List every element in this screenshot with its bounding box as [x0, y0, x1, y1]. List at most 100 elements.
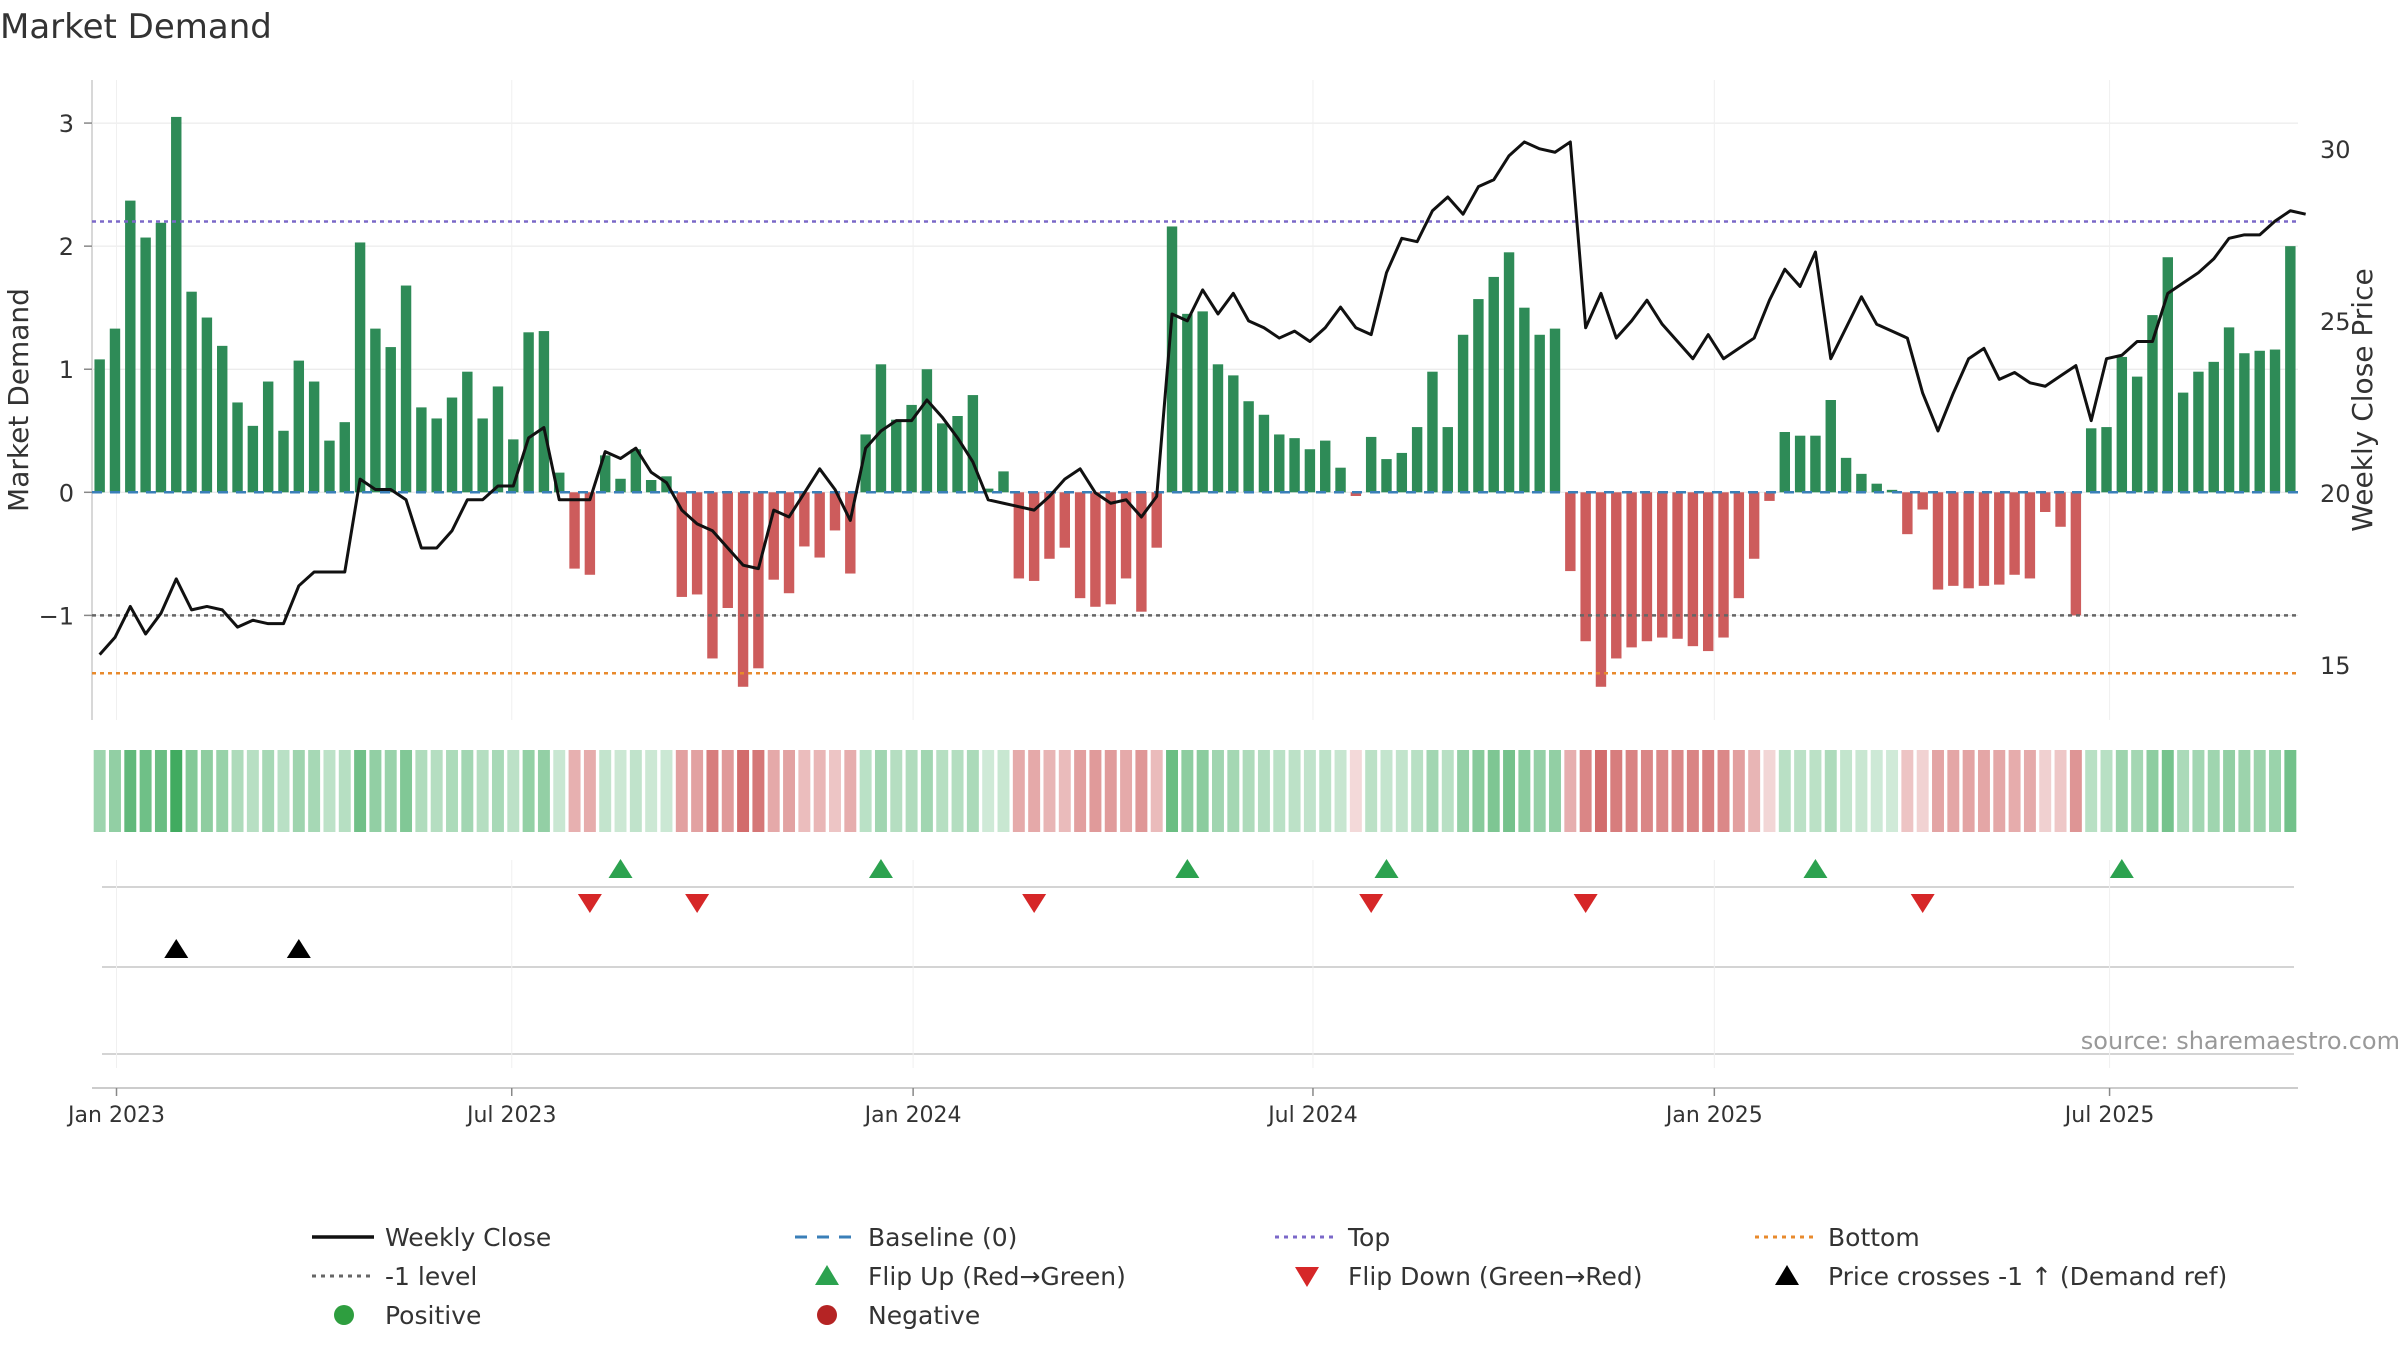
demand-bar — [1718, 492, 1729, 638]
right-tick-label: 15 — [2320, 652, 2351, 680]
legend-item: Baseline (0) — [795, 1223, 1017, 1252]
heat-cell — [1426, 750, 1439, 832]
heat-cell — [1748, 750, 1761, 832]
demand-bar — [630, 449, 642, 493]
heat-cell — [1702, 750, 1715, 832]
demand-bar — [569, 492, 580, 569]
demand-bar — [1549, 328, 1561, 493]
demand-bar — [1856, 473, 1867, 493]
demand-bar — [2024, 492, 2036, 579]
heat-cell — [583, 750, 596, 832]
flip-down-marker — [577, 894, 602, 913]
demand-bar — [523, 332, 534, 493]
heat-cell — [660, 750, 673, 832]
heat-cell — [982, 750, 995, 832]
heat-cell — [1487, 750, 1500, 832]
demand-bar — [1350, 492, 1362, 496]
flip-up-marker — [1803, 859, 1828, 878]
heat-cell — [2085, 750, 2098, 832]
heat-cell — [1794, 750, 1807, 832]
demand-bar — [1733, 492, 1745, 599]
demand-bar — [1871, 483, 1882, 493]
left-tick-label: 0 — [59, 479, 74, 507]
demand-bar — [400, 285, 412, 493]
demand-bar — [1519, 307, 1530, 493]
legend-item: Price crosses -1 ↑ (Demand ref) — [1775, 1262, 2227, 1291]
demand-bar — [1396, 452, 1408, 493]
legend-swatch-triangle-up — [1775, 1265, 1799, 1285]
demand-bar — [1978, 492, 1990, 586]
heat-cell — [1732, 750, 1745, 832]
demand-bar — [1748, 492, 1760, 559]
heat-cell — [1457, 750, 1470, 832]
heat-cell — [905, 750, 918, 832]
demand-bar — [1442, 427, 1453, 493]
demand-bar — [2147, 315, 2158, 493]
heat-cell — [384, 750, 397, 832]
demand-bar — [829, 492, 841, 531]
legend-item: Positive — [334, 1301, 481, 1330]
demand-bar — [492, 386, 504, 493]
flip-down-marker — [1910, 894, 1935, 913]
right-tick-label: 20 — [2320, 480, 2351, 508]
weekly-close-series — [98, 140, 2306, 656]
heat-cell — [721, 750, 734, 832]
heat-cell — [1671, 750, 1684, 832]
left-axis-label: Market Demand — [2, 288, 35, 512]
demand-bar — [1657, 492, 1668, 638]
heat-cell — [476, 750, 489, 832]
legend-swatch-circle — [817, 1305, 837, 1325]
demand-bar — [921, 369, 933, 493]
heat-cell — [2238, 750, 2251, 832]
heat-cell — [568, 750, 581, 832]
demand-bar — [140, 237, 151, 493]
heat-cell — [231, 750, 244, 832]
demand-bar — [1059, 492, 1070, 548]
demand-bar — [2285, 246, 2296, 493]
heat-cell — [338, 750, 351, 832]
flip-up-marker — [1374, 859, 1399, 878]
heat-cell — [1380, 750, 1393, 832]
demand-bar — [293, 360, 305, 493]
demand-bar — [1365, 436, 1377, 493]
flip-down-marker — [1573, 894, 1598, 913]
demand-bar — [1258, 414, 1270, 493]
heat-cell — [1962, 750, 1975, 832]
demand-bar — [1136, 492, 1147, 612]
heat-cell — [2039, 750, 2052, 832]
heat-cell — [936, 750, 949, 832]
heat-cell — [1840, 750, 1853, 832]
heat-cell — [200, 750, 213, 832]
demand-bar — [1534, 334, 1545, 493]
heat-cell — [1028, 750, 1041, 832]
demand-bar — [339, 422, 350, 493]
heat-cell — [874, 750, 887, 832]
demand-bar — [324, 440, 335, 493]
heat-cell — [262, 750, 275, 832]
left-tick-label: 3 — [59, 110, 74, 138]
heat-cell — [446, 750, 458, 832]
heat-cell — [553, 750, 566, 832]
heat-cell — [1518, 750, 1531, 832]
right-axis-label: Weekly Close Price — [2346, 268, 2379, 531]
demand-bar — [1274, 434, 1285, 493]
demand-bar — [1932, 492, 1944, 590]
demand-bar — [2208, 361, 2219, 493]
heat-cell — [415, 750, 428, 832]
heat-cell — [1993, 750, 2006, 832]
demand-bar — [676, 492, 688, 597]
heat-cell — [2207, 750, 2220, 832]
heat-cell — [461, 750, 474, 832]
heat-cell — [109, 750, 121, 832]
demand-bar — [1963, 492, 1974, 589]
demand-bar — [1611, 492, 1622, 659]
heat-cell — [737, 750, 750, 832]
demand-bar — [584, 492, 596, 575]
heat-cell — [2131, 750, 2144, 832]
heat-cell — [354, 750, 367, 832]
heat-cell — [1778, 750, 1791, 832]
x-tick-label: Jan 2025 — [1664, 1103, 1763, 1128]
demand-bar — [538, 331, 550, 493]
demand-bar — [1457, 334, 1469, 493]
heat-cell — [1319, 750, 1332, 832]
